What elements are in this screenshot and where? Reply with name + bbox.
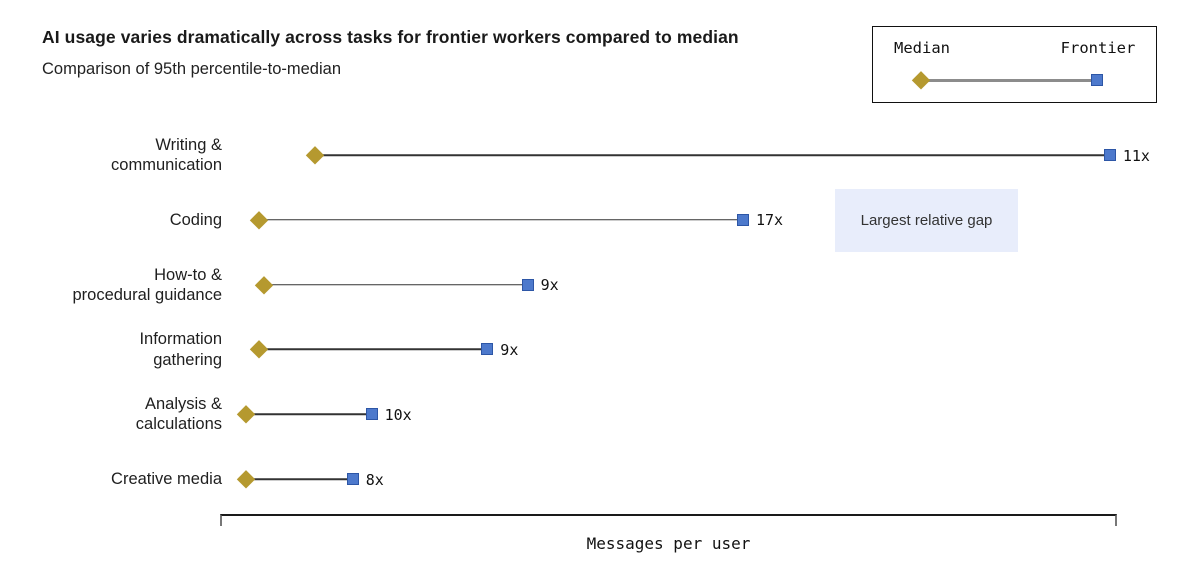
x-axis-bracket: [220, 514, 1117, 526]
legend-connector-line: [920, 79, 1097, 82]
frontier-marker: [365, 408, 378, 421]
frontier-marker: [481, 343, 494, 356]
connector-line: [246, 413, 372, 415]
frontier-marker: [736, 213, 749, 226]
category-label: Writing & communication: [111, 135, 222, 174]
frontier-marker: [1103, 149, 1116, 161]
chart-title: AI usage varies dramatically across task…: [42, 27, 739, 47]
chart-subtitle: Comparison of 95th percentile-to-median: [42, 60, 341, 78]
category-label: Information gathering: [139, 330, 222, 369]
annotation-largest-relative-gap: Largest relative gap: [835, 189, 1018, 252]
ratio-label: 10x: [384, 405, 412, 424]
ratio-label: 17x: [755, 211, 784, 230]
connector-line: [315, 154, 1110, 156]
connector-line: [258, 219, 743, 221]
ratio-label: 8x: [365, 470, 384, 489]
connector-line: [263, 283, 528, 286]
category-label: Creative media: [111, 469, 222, 488]
category-label: Analysis & calculations: [135, 395, 222, 434]
frontier-marker: [346, 473, 359, 485]
median-marker: [255, 275, 273, 294]
median-marker: [249, 210, 268, 229]
legend: Median Frontier: [872, 26, 1157, 103]
category-label: How-to & procedural guidance: [72, 265, 222, 304]
connector-line: [258, 348, 488, 351]
category-label: Coding: [169, 210, 222, 229]
frontier-marker: [521, 278, 534, 291]
legend-median-label: Median: [894, 39, 950, 57]
connector-line: [246, 478, 353, 480]
median-marker: [249, 340, 268, 359]
annotation-text: Largest relative gap: [860, 212, 993, 229]
legend-frontier-label: Frontier: [1060, 39, 1136, 57]
legend-frontier-square-icon: [1091, 74, 1103, 86]
median-marker: [306, 146, 324, 164]
ratio-label: 9x: [500, 340, 519, 359]
x-axis-label: Messages per user: [586, 534, 751, 553]
ratio-label: 9x: [540, 276, 559, 295]
median-marker: [237, 470, 255, 488]
median-marker: [237, 405, 255, 424]
ratio-label: 11x: [1122, 146, 1150, 165]
